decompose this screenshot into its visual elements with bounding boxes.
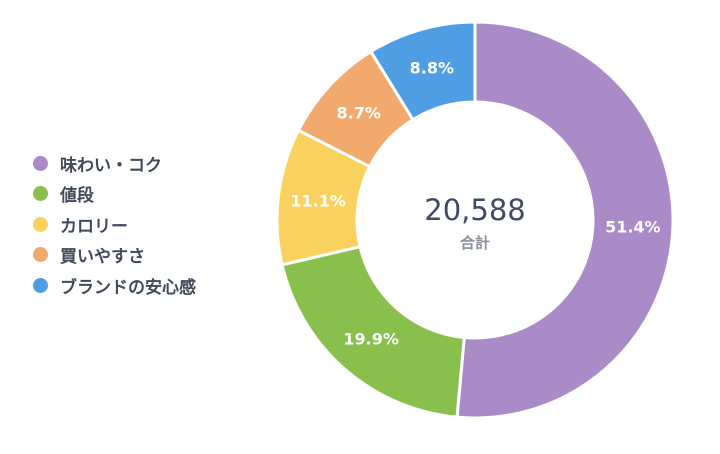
legend-item-brand-trust: ブランドの安心感 [33,270,196,301]
legend-item-taste: 味わい・コク [33,148,196,179]
donut-slice [369,20,477,122]
legend: 味わい・コク 値段 カロリー 買いやすさ ブランドの安心感 [33,148,196,301]
slice-value-label: 11.1% [290,191,346,210]
legend-label: 値段 [60,186,94,207]
legend-item-price: 値段 [33,179,196,210]
slice-value-label: 19.9% [343,330,399,349]
slice-labels: 51.4% 19.9% 11.1% 8.7% 8.8% [290,59,660,349]
slice-value-label: 51.4% [605,218,661,237]
legend-label: カロリー [60,216,128,237]
total-value: 20,588 [424,193,525,227]
legend-label: 味わい・コク [60,155,162,176]
donut-slices [275,20,675,420]
legend-item-calorie: カロリー [33,209,196,240]
slice-value-label: 8.8% [410,59,454,78]
legend-swatch [33,277,48,293]
legend-swatch [33,186,48,202]
donut-slice [280,245,466,419]
total-label: 合計 [459,234,490,252]
legend-swatch [33,155,48,171]
slice-value-label: 8.7% [337,104,381,123]
donut-slice [455,20,675,420]
legend-label: ブランドの安心感 [60,277,196,298]
legend-label: 買いやすさ [60,247,145,268]
legend-swatch [33,247,48,263]
legend-swatch [33,216,48,232]
legend-item-availability: 買いやすさ [33,240,196,271]
